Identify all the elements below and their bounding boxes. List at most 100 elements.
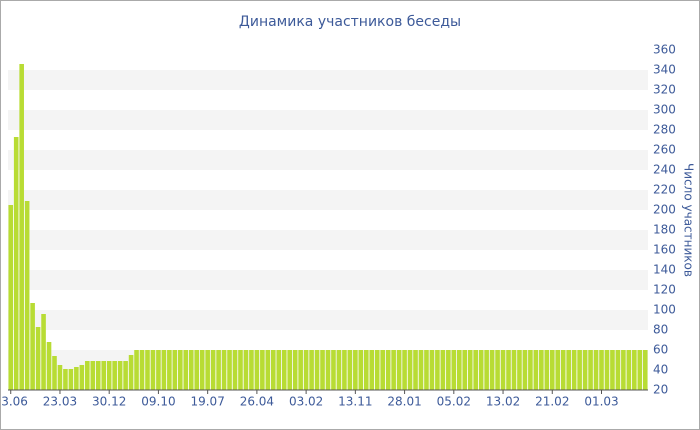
bar	[489, 350, 495, 390]
x-tick-label: 13.02	[486, 395, 520, 409]
bar	[331, 350, 336, 390]
bar	[353, 350, 358, 390]
chart-title: Динамика участников беседы	[239, 14, 461, 30]
bar	[539, 350, 544, 390]
x-tick-label: 23.03	[43, 395, 77, 409]
grid-band	[8, 270, 648, 290]
y-tick-label: 140	[653, 263, 676, 277]
bar	[41, 314, 46, 390]
bar	[549, 350, 555, 390]
bar	[172, 350, 178, 390]
bar	[473, 350, 478, 390]
y-tick-label: 240	[653, 163, 676, 177]
bar	[227, 350, 232, 390]
bar	[232, 350, 238, 390]
bar	[621, 350, 626, 390]
grid-band	[8, 70, 648, 90]
x-tick-label: 30.12	[92, 395, 126, 409]
bar	[254, 350, 260, 390]
bar	[506, 350, 511, 390]
bar	[440, 350, 446, 390]
y-tick-label: 320	[653, 83, 676, 97]
bar	[342, 350, 347, 390]
bar	[610, 350, 615, 390]
bar	[271, 350, 276, 390]
bar	[632, 350, 637, 390]
bar	[484, 350, 489, 390]
bar	[85, 361, 90, 390]
bar	[265, 350, 271, 390]
bar	[626, 350, 632, 390]
bar	[30, 303, 35, 390]
bar	[68, 369, 74, 390]
bar	[424, 350, 429, 390]
y-tick-label: 360	[653, 43, 676, 57]
grid-band	[8, 230, 648, 250]
bar	[363, 350, 369, 390]
bar	[336, 350, 342, 390]
bar	[604, 350, 610, 390]
bar	[456, 350, 462, 390]
bar	[188, 350, 194, 390]
bar	[13, 137, 19, 390]
x-tick-label: 13.11	[338, 395, 372, 409]
bar	[123, 361, 128, 390]
bar	[194, 350, 200, 390]
bar	[183, 350, 189, 390]
bar	[451, 350, 457, 390]
bar	[599, 350, 604, 390]
bar	[517, 350, 522, 390]
bar	[637, 350, 643, 390]
bar	[467, 350, 473, 390]
bar	[134, 350, 139, 390]
bar	[358, 350, 364, 390]
bar	[577, 350, 582, 390]
bar	[167, 350, 172, 390]
grid-band	[8, 190, 648, 210]
bar	[544, 350, 550, 390]
bar	[292, 350, 298, 390]
bar	[615, 350, 621, 390]
x-tick-label: 21.02	[535, 395, 569, 409]
bar	[555, 350, 561, 390]
bar	[478, 350, 484, 390]
x-tick-label: 28.01	[387, 395, 421, 409]
bar	[161, 350, 167, 390]
bar	[139, 350, 145, 390]
bar	[374, 350, 380, 390]
x-tick-label: 03.02	[289, 395, 323, 409]
x-tick-label: 09.10	[141, 395, 175, 409]
y-tick-label: 180	[653, 223, 676, 237]
y-tick-label: 120	[653, 283, 676, 297]
bar	[522, 350, 528, 390]
y-tick-label: 220	[653, 183, 676, 197]
bar	[281, 350, 287, 390]
bar	[260, 350, 265, 390]
bar	[407, 350, 413, 390]
bar	[495, 350, 500, 390]
grid-band	[8, 310, 648, 330]
y-tick-label: 80	[653, 323, 668, 337]
bar	[533, 350, 539, 390]
grid-band	[8, 150, 648, 170]
bar	[309, 350, 314, 390]
bar	[112, 361, 117, 390]
bar	[435, 350, 440, 390]
bar	[46, 342, 52, 390]
bar	[216, 350, 221, 390]
bar	[79, 365, 85, 390]
bar	[35, 327, 41, 390]
bar	[380, 350, 385, 390]
bar	[156, 350, 161, 390]
bar	[418, 350, 424, 390]
bar	[511, 350, 517, 390]
bar	[588, 350, 593, 390]
bar	[210, 350, 216, 390]
bar	[74, 367, 79, 390]
bar	[8, 205, 14, 390]
bar	[500, 350, 506, 390]
y-tick-label: 40	[653, 363, 668, 377]
bar	[128, 355, 134, 390]
bar	[314, 350, 320, 390]
